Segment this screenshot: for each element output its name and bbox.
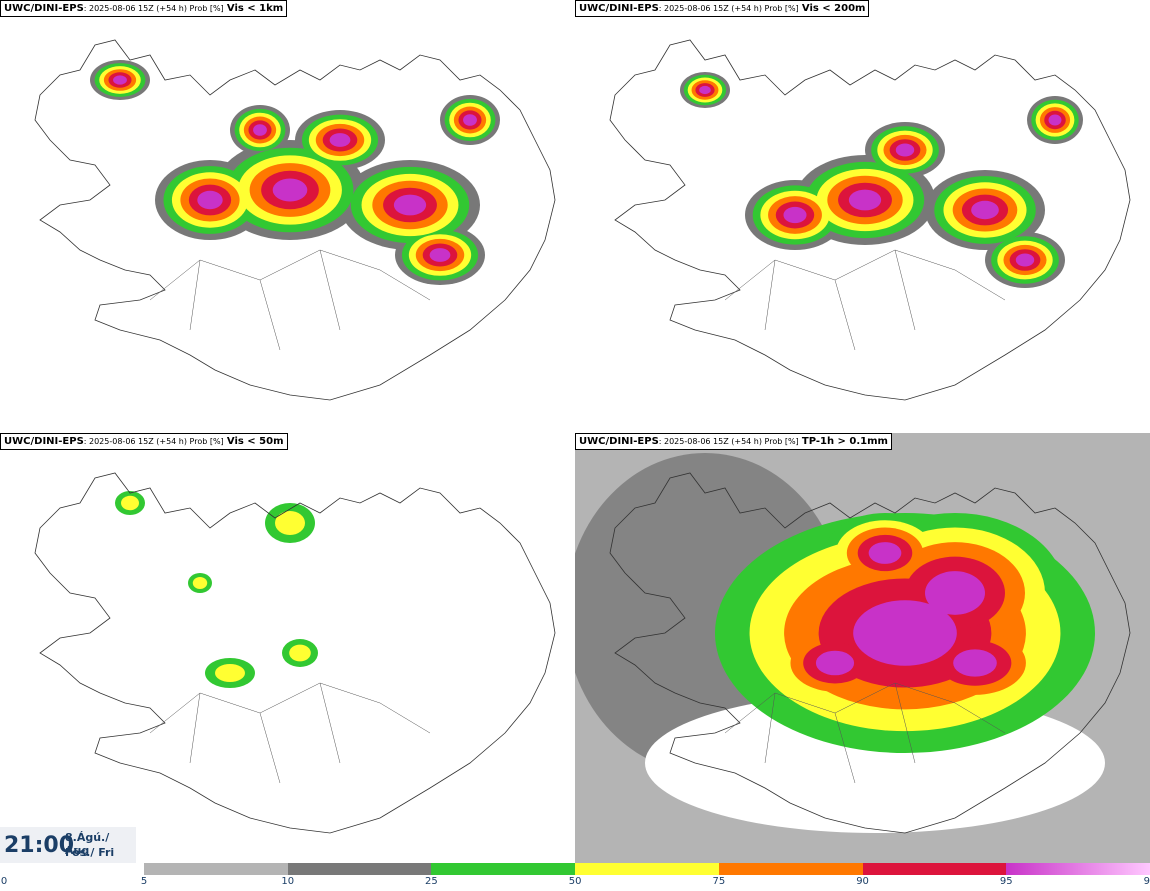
iceland-map-vis-1km	[34, 39, 556, 401]
probability-area	[197, 190, 223, 210]
probability-area	[272, 178, 308, 202]
probability-area	[215, 664, 245, 682]
probability-area	[289, 644, 311, 662]
valid-date: 8.Ágú./ Aug	[65, 831, 110, 857]
threshold-label: Vis < 200m	[801, 3, 866, 14]
colorbar-segment	[287, 863, 432, 875]
probability-area	[463, 114, 477, 126]
colorbar-tick-label: 75	[712, 876, 726, 887]
probability-area	[971, 200, 999, 220]
map-panel-precip: UWC/DINI-EPS: 2025-08-06 15Z (+54 h) Pro…	[575, 433, 1150, 863]
probability-area	[895, 143, 915, 157]
run-info: : 2025-08-06 15Z (+54 h) Prob [%]	[658, 4, 799, 13]
probability-area	[1048, 114, 1062, 126]
probability-colorbar	[144, 863, 1150, 875]
run-info: : 2025-08-06 15Z (+54 h) Prob [%]	[83, 4, 224, 13]
model-name: UWC/DINI-EPS	[579, 436, 659, 447]
model-name: UWC/DINI-EPS	[579, 3, 659, 14]
region-boundaries	[724, 682, 1006, 784]
map-panel-vis-1km: UWC/DINI-EPS: 2025-08-06 15Z (+54 h) Pro…	[0, 0, 575, 430]
colorbar-tick-label: 99	[1143, 876, 1150, 887]
colorbar-tick-label: 5	[140, 876, 148, 887]
colorbar-segment	[1006, 863, 1150, 875]
run-info: : 2025-08-06 15Z (+54 h) Prob [%]	[658, 437, 799, 446]
colorbar-segment	[862, 863, 1007, 875]
colorbar-tick-label: 25	[425, 876, 438, 887]
panel-header: UWC/DINI-EPS: 2025-08-06 15Z (+54 h) Pro…	[0, 0, 288, 17]
valid-time-box: 21:00 8.Ágú./ Aug Fös./ Fri	[0, 827, 136, 863]
map-panel-vis-50m: UWC/DINI-EPS: 2025-08-06 15Z (+54 h) Pro…	[0, 433, 575, 863]
model-name: UWC/DINI-EPS	[4, 3, 84, 14]
colorbar-tick-label: 90	[856, 876, 869, 887]
probability-area	[699, 85, 711, 95]
iceland-coastline	[34, 39, 556, 401]
colorbar-tick-label: 10	[281, 876, 295, 887]
valid-weekday: Fös./ Fri	[65, 846, 115, 859]
colorbar-segment	[431, 863, 576, 875]
probability-area	[113, 75, 127, 85]
threshold-label: Vis < 50m	[226, 436, 284, 447]
colorbar-segment	[575, 863, 720, 875]
probability-area	[925, 571, 985, 615]
iceland-coastline	[609, 39, 1131, 401]
region-boundaries	[149, 249, 431, 351]
probability-area	[815, 650, 855, 676]
valid-time: 21:00	[4, 833, 75, 858]
iceland-map-vis-50m	[34, 472, 556, 834]
iceland-map-precip	[575, 433, 1150, 863]
colorbar-segment	[718, 863, 864, 875]
probability-area	[853, 600, 957, 666]
colorbar-tick-label: 95	[999, 876, 1013, 887]
colorbar-tick-label: 50	[568, 876, 582, 887]
colorbar-segment	[144, 863, 289, 875]
probability-area	[121, 495, 139, 511]
map-panel-vis-200m: UWC/DINI-EPS: 2025-08-06 15Z (+54 h) Pro…	[575, 0, 1150, 430]
probability-area	[783, 206, 807, 224]
iceland-coastline	[609, 472, 1131, 834]
region-boundaries	[149, 682, 431, 784]
panel-header: UWC/DINI-EPS: 2025-08-06 15Z (+54 h) Pro…	[575, 0, 870, 17]
probability-area	[329, 133, 351, 147]
panel-header: UWC/DINI-EPS: 2025-08-06 15Z (+54 h) Pro…	[575, 433, 892, 450]
probability-area	[393, 194, 427, 216]
region-boundaries	[724, 249, 1006, 351]
colorbar-tick-label: 0	[0, 876, 8, 887]
probability-area	[275, 511, 305, 535]
probability-area	[192, 577, 208, 589]
probability-area	[429, 248, 451, 262]
probability-area	[1015, 253, 1035, 267]
probability-area	[848, 189, 882, 211]
threshold-label: Vis < 1km	[226, 3, 284, 14]
run-info: : 2025-08-06 15Z (+54 h) Prob [%]	[83, 437, 224, 446]
probability-area	[868, 542, 902, 564]
model-name: UWC/DINI-EPS	[4, 436, 84, 447]
iceland-map-vis-200m	[609, 39, 1131, 401]
probability-area	[253, 124, 267, 136]
probability-area	[953, 649, 997, 677]
panel-header: UWC/DINI-EPS: 2025-08-06 15Z (+54 h) Pro…	[0, 433, 288, 450]
iceland-coastline	[34, 472, 556, 834]
threshold-label: TP-1h > 0.1mm	[801, 436, 888, 447]
